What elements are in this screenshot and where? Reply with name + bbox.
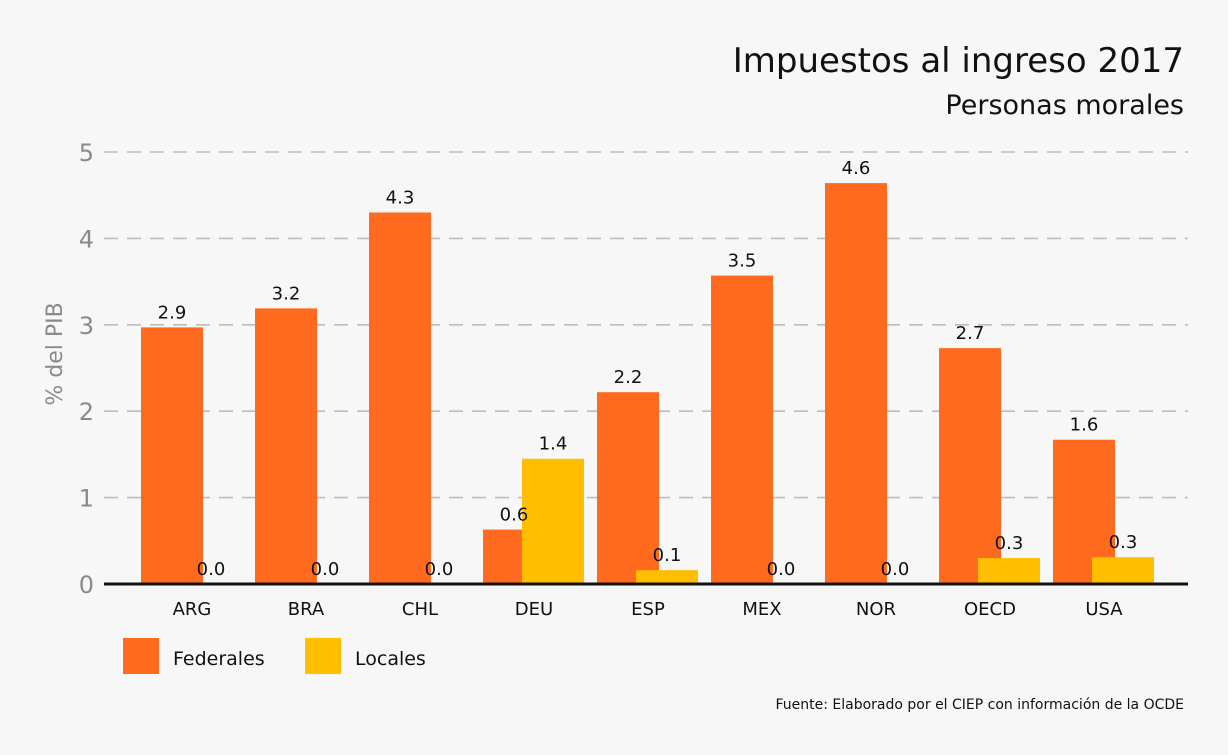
data-label: 0.1 xyxy=(653,545,682,566)
bar-federales-arg xyxy=(141,327,203,584)
data-label: 2.9 xyxy=(158,302,187,323)
bar-locales-esp xyxy=(636,570,698,584)
y-tick-label: 4 xyxy=(79,225,94,253)
x-tick-label: USA xyxy=(1085,599,1123,620)
data-label: 2.7 xyxy=(956,323,985,344)
data-label: 1.4 xyxy=(539,434,568,455)
legend-swatch-locales xyxy=(305,638,341,674)
x-tick-label: MEX xyxy=(742,599,781,620)
x-tick-label: CHL xyxy=(402,599,438,620)
legend: Federales Locales xyxy=(123,638,426,674)
bar-federales-chl xyxy=(369,212,431,585)
chart-subtitle: Personas morales xyxy=(945,90,1184,121)
bar-federales-mex xyxy=(711,275,773,584)
bar-federales-bra xyxy=(255,308,317,584)
data-label: 4.3 xyxy=(386,187,415,208)
data-label: 1.6 xyxy=(1070,415,1099,436)
bar-locales-usa xyxy=(1092,557,1154,584)
bar-locales-oecd xyxy=(978,558,1040,584)
x-tick-label: NOR xyxy=(856,599,896,620)
bar-locales-deu xyxy=(522,458,584,584)
data-label: 3.5 xyxy=(728,251,757,272)
x-axis-ticks: ARG BRA CHL DEU ESP MEX NOR OECD USA xyxy=(173,599,1124,620)
y-tick-label: 3 xyxy=(79,312,94,340)
source-note: Fuente: Elaborado por el CIEP con inform… xyxy=(775,697,1184,713)
data-label: 0.0 xyxy=(425,559,454,580)
bars xyxy=(141,183,1154,585)
data-label: 0.0 xyxy=(881,559,910,580)
y-axis-label: % del PIB xyxy=(43,302,68,405)
data-labels: 2.9 0.0 3.2 0.0 4.3 0.0 0.6 1.4 2.2 0.1 3.5 0.0 4.6 0… xyxy=(158,158,1138,580)
chart-title: Impuestos al ingreso 2017 xyxy=(733,41,1184,81)
y-axis-ticks: 0 1 2 3 4 5 xyxy=(79,139,94,599)
legend-label-locales: Locales xyxy=(355,648,426,670)
x-tick-label: BRA xyxy=(288,599,325,620)
bar-federales-nor xyxy=(825,183,887,584)
bar-federales-oecd xyxy=(939,348,1001,584)
data-label: 4.6 xyxy=(842,158,871,179)
x-tick-label: ESP xyxy=(631,599,665,620)
bar-federales-esp xyxy=(597,392,659,584)
y-tick-label: 1 xyxy=(79,485,94,513)
data-label: 0.3 xyxy=(1109,532,1138,553)
data-label: 3.2 xyxy=(272,283,301,304)
y-tick-label: 5 xyxy=(79,139,94,167)
x-tick-label: OECD xyxy=(964,599,1016,620)
data-label: 0.0 xyxy=(197,559,226,580)
data-label: 0.0 xyxy=(767,559,796,580)
y-tick-label: 2 xyxy=(79,398,94,426)
data-label: 0.6 xyxy=(500,505,529,526)
data-label: 2.2 xyxy=(614,367,643,388)
data-label: 0.3 xyxy=(995,533,1024,554)
x-tick-label: DEU xyxy=(515,599,553,620)
x-tick-label: ARG xyxy=(173,599,212,620)
data-label: 0.0 xyxy=(311,559,340,580)
legend-label-federales: Federales xyxy=(173,648,265,670)
legend-swatch-federales xyxy=(123,638,159,674)
y-tick-label: 0 xyxy=(79,571,94,599)
